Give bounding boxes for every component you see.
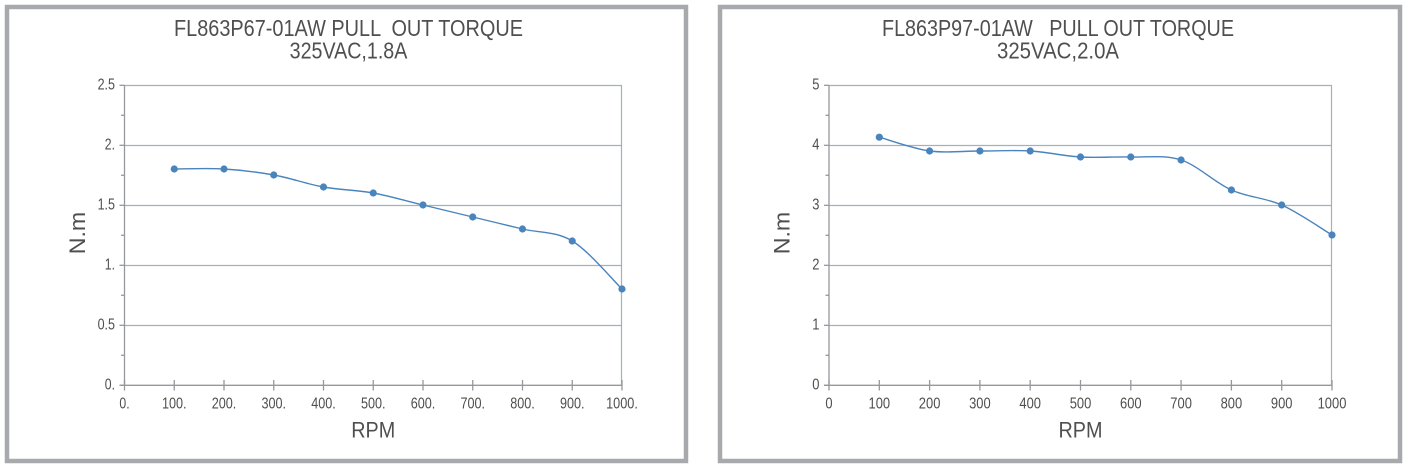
svg-text:900: 900 xyxy=(1271,396,1293,413)
svg-text:300.: 300. xyxy=(261,396,286,413)
svg-text:1: 1 xyxy=(812,317,819,334)
svg-text:0.: 0. xyxy=(119,396,129,413)
svg-text:800: 800 xyxy=(1221,396,1243,413)
svg-text:200.: 200. xyxy=(212,396,237,413)
svg-text:1000: 1000 xyxy=(1318,396,1347,413)
svg-text:400: 400 xyxy=(1019,396,1041,413)
svg-text:1.: 1. xyxy=(105,257,115,274)
svg-text:N.m: N.m xyxy=(65,212,90,255)
svg-text:325VAC,1.8A: 325VAC,1.8A xyxy=(290,38,408,64)
svg-text:800.: 800. xyxy=(510,396,535,413)
svg-text:1.5: 1.5 xyxy=(98,197,115,214)
svg-text:RPM: RPM xyxy=(1059,418,1103,443)
svg-text:200: 200 xyxy=(919,396,941,413)
svg-text:600.: 600. xyxy=(411,396,436,413)
svg-text:4: 4 xyxy=(812,137,819,154)
svg-text:2.: 2. xyxy=(105,137,115,154)
svg-text:RPM: RPM xyxy=(351,418,395,443)
svg-text:100.: 100. xyxy=(162,396,187,413)
svg-text:0: 0 xyxy=(825,396,832,413)
svg-text:5: 5 xyxy=(812,77,819,94)
svg-text:2.5: 2.5 xyxy=(98,77,115,94)
svg-text:FL863P97-01AW PULL OUT TORQU: FL863P97-01AW PULL OUT TORQUE xyxy=(882,15,1234,41)
svg-text:900.: 900. xyxy=(560,396,585,413)
svg-text:700.: 700. xyxy=(460,396,485,413)
svg-text:N.m: N.m xyxy=(770,212,795,255)
svg-text:FL863P67-01AW PULL OUT TORQUE: FL863P67-01AW PULL OUT TORQUE xyxy=(174,15,523,41)
svg-text:3: 3 xyxy=(812,197,819,214)
svg-text:500.: 500. xyxy=(361,396,386,413)
svg-text:0.: 0. xyxy=(105,377,115,394)
svg-text:2: 2 xyxy=(812,257,819,274)
svg-text:325VAC,2.0A: 325VAC,2.0A xyxy=(997,38,1119,64)
svg-text:100: 100 xyxy=(869,396,891,413)
svg-text:400.: 400. xyxy=(311,396,336,413)
svg-text:600: 600 xyxy=(1120,396,1142,413)
svg-text:1000.: 1000. xyxy=(606,396,638,413)
svg-text:700: 700 xyxy=(1170,396,1192,413)
svg-text:0.5: 0.5 xyxy=(98,317,115,334)
svg-text:0: 0 xyxy=(812,377,819,394)
svg-text:500: 500 xyxy=(1070,396,1092,413)
svg-text:300: 300 xyxy=(969,396,991,413)
